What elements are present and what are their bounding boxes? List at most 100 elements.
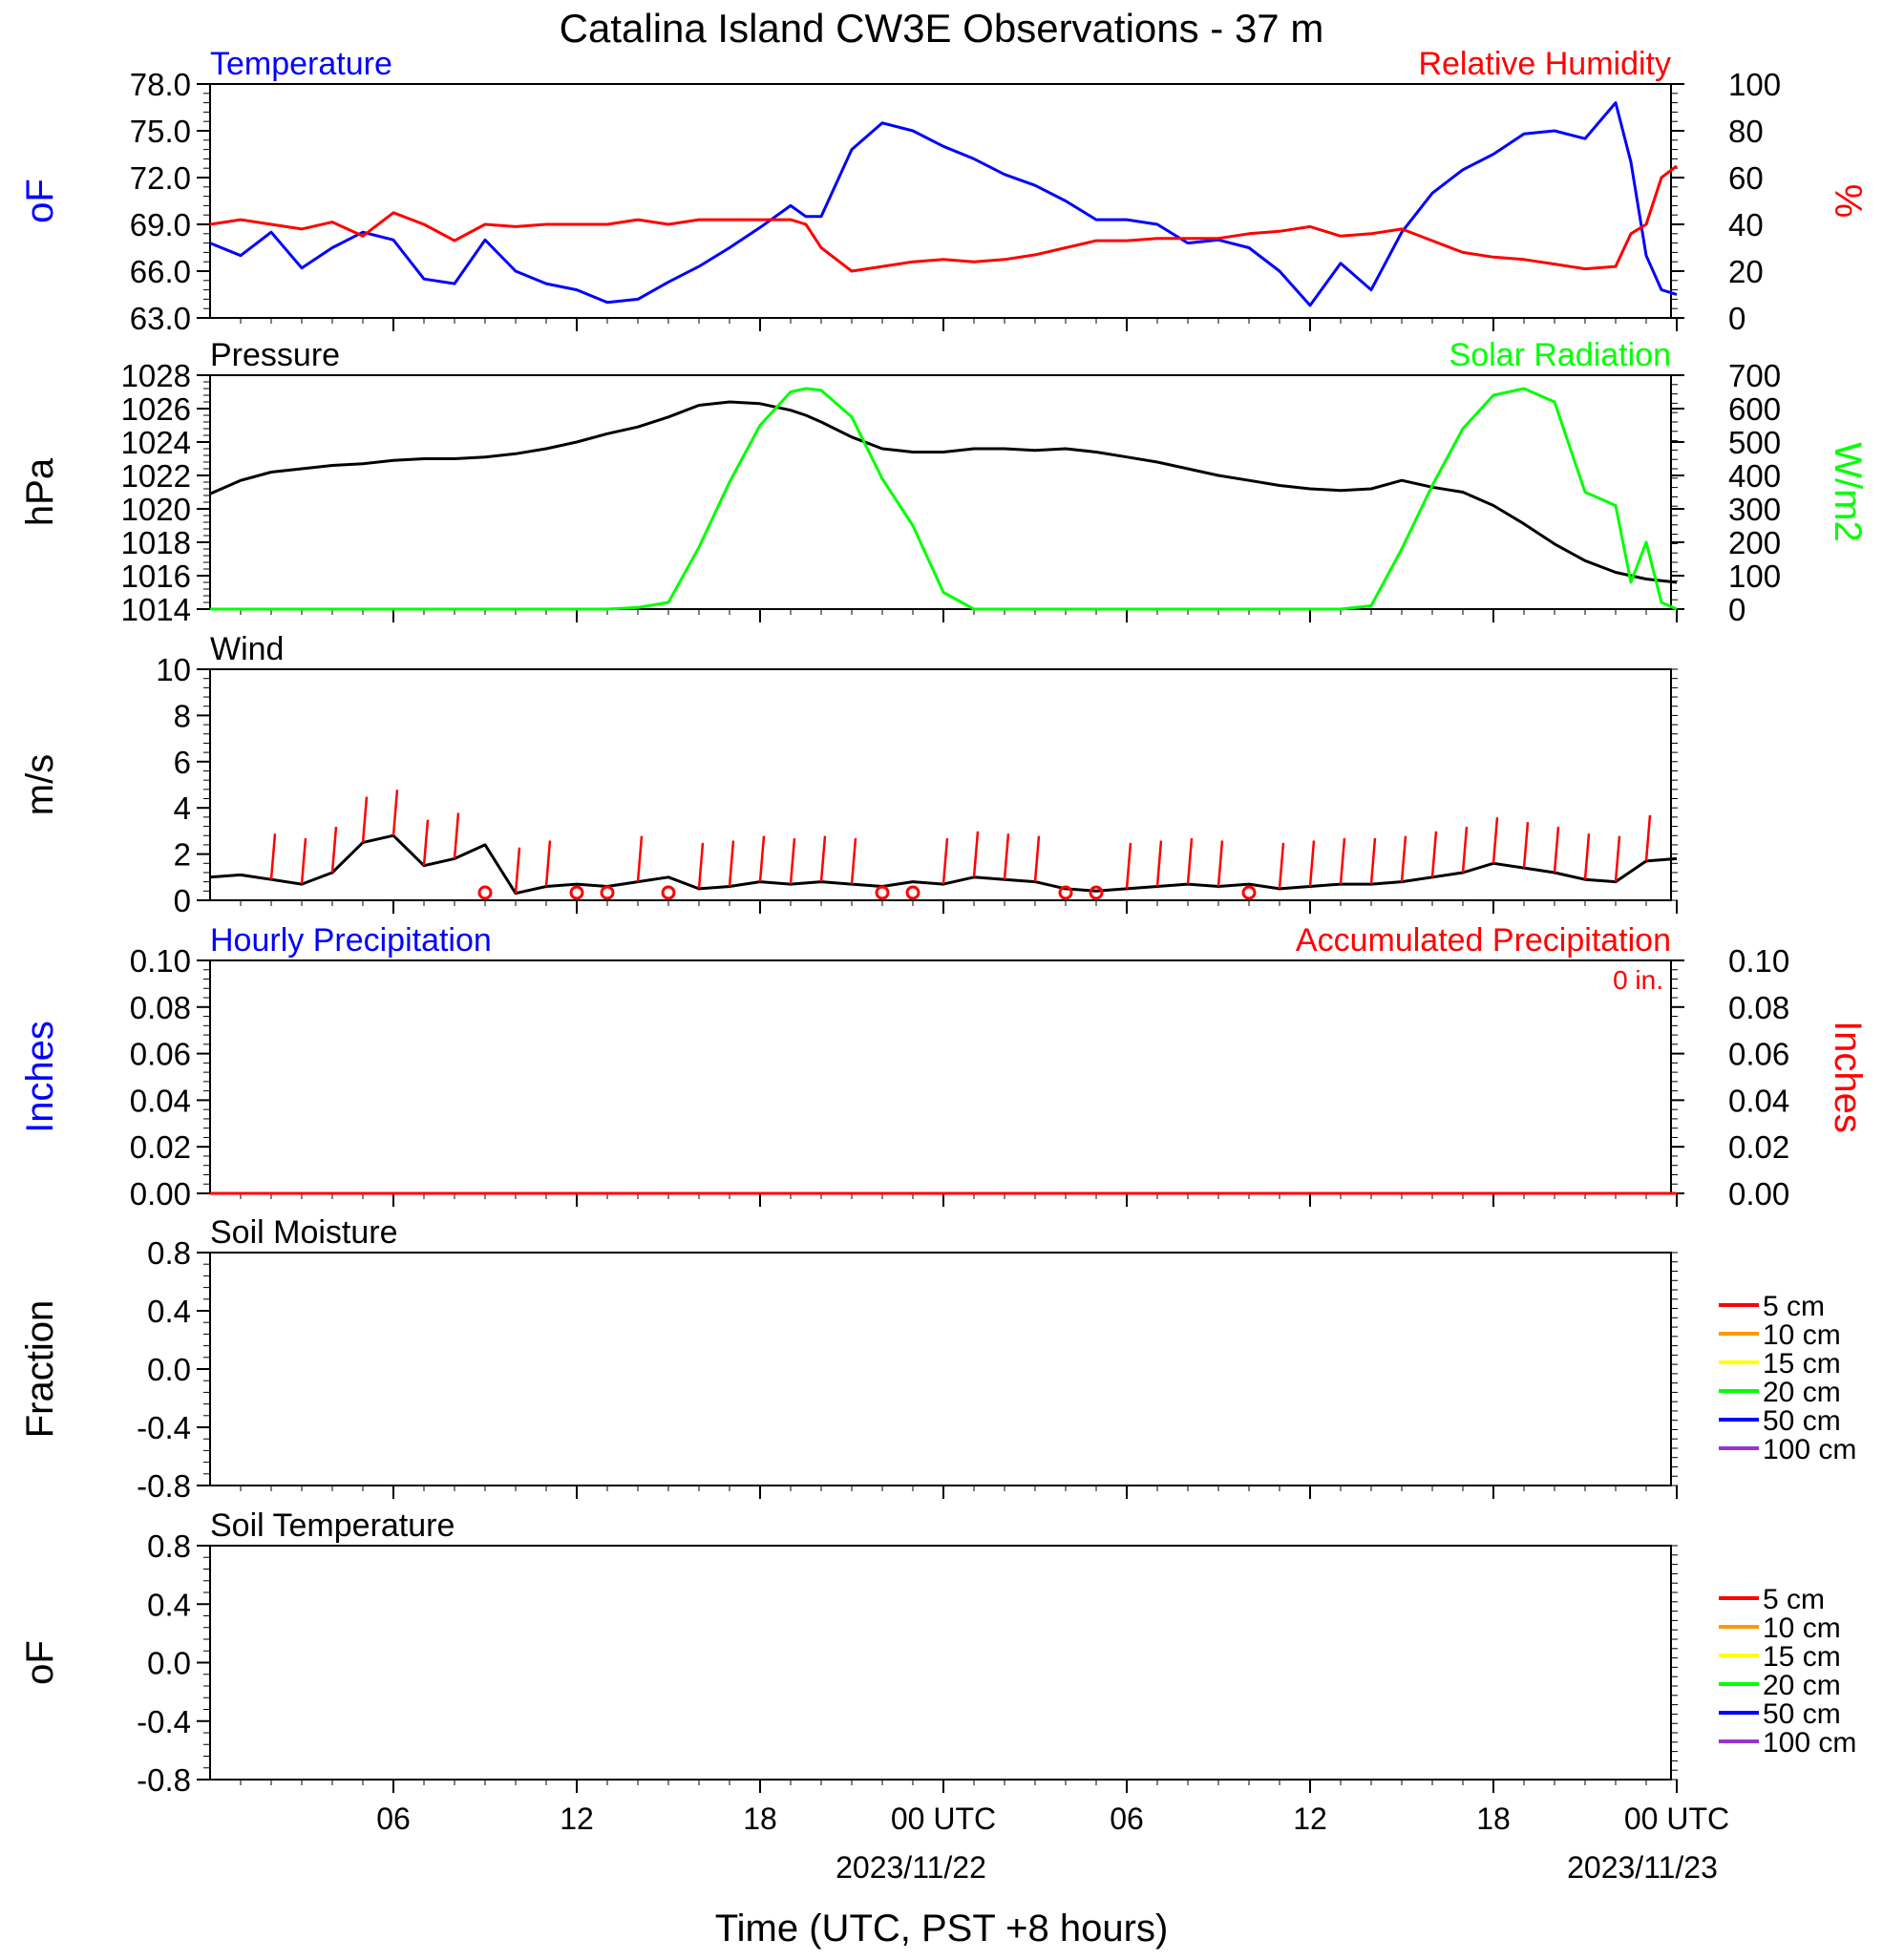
wind-barb (269, 833, 277, 880)
wind-barb (300, 837, 307, 885)
y-left-tick-label: 0.4 (147, 1587, 191, 1622)
panel-title-left: Temperature (210, 46, 392, 82)
wind-barb (1492, 817, 1499, 864)
calm-wind-marker (1089, 885, 1104, 900)
series-line-solar-radiation (210, 387, 1678, 611)
y-left-tick-label: 0 (174, 883, 191, 918)
y-right-tick-label: 0.08 (1728, 990, 1789, 1025)
y-right-tick-label: 700 (1728, 358, 1781, 393)
panel-temperature_humidity: 78.0 75.0 72.0 69.0 66.0 63.0 100 80 60 40 20 0 Temp… (19, 46, 1869, 336)
series-line-relative-humidity (209, 164, 1678, 273)
wind-barb (1003, 833, 1010, 880)
wind-barb (789, 837, 796, 885)
panel-soil_moisture: 0.8 0.4 0.0 -0.4 -0.8 Soil Moisture Fraction 5 … (19, 1214, 1856, 1504)
panel-frame (209, 1252, 1672, 1486)
y-left-tick-label: 1026 (121, 391, 191, 427)
y-left-tick-label: 1024 (121, 425, 191, 460)
y-right-tick-label: 0.06 (1728, 1037, 1789, 1072)
y-left-tick-label: 1014 (121, 592, 191, 627)
y-left-tick-label: 63.0 (130, 301, 191, 336)
panel-frame (209, 83, 1672, 319)
x-tick-label: 00 UTC (891, 1802, 996, 1836)
panel-title-left: Soil Temperature (210, 1507, 455, 1544)
y-left-tick-label: 4 (174, 790, 191, 826)
legend-label: 50 cm (1763, 1698, 1841, 1730)
wind-barb (361, 796, 369, 843)
y-axis-label-left: hPa (19, 457, 61, 526)
y-left-tick-label: 0.04 (130, 1083, 191, 1118)
panel-title-right: Accumulated Precipitation (1296, 922, 1671, 959)
legend-label: 100 cm (1763, 1727, 1856, 1759)
wind-barb (1430, 831, 1438, 877)
legend-label: 5 cm (1763, 1584, 1825, 1615)
y-axis-label-right: W/m2 (1827, 442, 1869, 541)
panel-title-left: Wind (210, 631, 284, 667)
wind-barb (453, 812, 460, 859)
y-right-tick-label: 100 (1728, 558, 1781, 594)
wind-barb (1461, 826, 1469, 874)
y-right-tick-label: 60 (1728, 160, 1764, 196)
y-right-tick-label: 80 (1728, 114, 1764, 149)
y-axis-label-left: oF (19, 179, 61, 223)
calm-wind-marker (569, 885, 584, 900)
y-left-tick-label: 6 (174, 745, 191, 780)
y-right-tick-label: 200 (1728, 525, 1781, 560)
panel-title-right: Solar Radiation (1449, 337, 1671, 373)
y-left-tick-label: 0.0 (147, 1352, 191, 1387)
y-left-tick-label: 1022 (121, 458, 191, 494)
y-left-tick-label: -0.8 (137, 1762, 191, 1798)
y-left-tick-label: 72.0 (130, 160, 191, 196)
y-left-tick-label: -0.8 (137, 1468, 191, 1504)
y-left-tick-label: 0.8 (147, 1235, 191, 1271)
y-left-tick-label: -0.4 (137, 1410, 191, 1445)
y-left-tick-label: -0.4 (137, 1704, 191, 1739)
legend-label: 10 cm (1763, 1319, 1841, 1351)
wind-barb (636, 835, 644, 882)
y-left-tick-label: 0.08 (130, 990, 191, 1025)
wind-barb (1522, 822, 1530, 869)
y-axis-label-right: % (1827, 184, 1869, 219)
wind-barb (1033, 835, 1041, 882)
y-right-tick-label: 0.00 (1728, 1176, 1789, 1212)
y-left-tick-label: 1016 (121, 558, 191, 594)
y-right-tick-label: 0.02 (1728, 1129, 1789, 1165)
y-left-tick-label: 0.10 (130, 943, 191, 979)
wind-barb (1217, 840, 1224, 887)
y-left-tick-label: 66.0 (130, 254, 191, 289)
x-date-label-1: 2023/11/22 (836, 1850, 986, 1885)
y-axis-label-left: Fraction (19, 1300, 61, 1439)
wind-barb (1400, 835, 1407, 882)
y-right-tick-label: 0 (1728, 592, 1745, 627)
legend-label: 20 cm (1763, 1670, 1841, 1701)
y-left-tick-label: 10 (156, 652, 191, 687)
series-line-pressure (209, 400, 1678, 584)
calm-wind-marker (1241, 885, 1257, 900)
wind-barb (1614, 835, 1621, 882)
wind-barb (1583, 833, 1591, 880)
y-left-tick-label: 0.02 (130, 1129, 191, 1165)
y-left-tick-label: 1020 (121, 492, 191, 527)
y-axis-label-left: Inches (19, 1021, 61, 1133)
y-right-tick-label: 100 (1728, 67, 1781, 102)
wind-barb (1369, 837, 1377, 885)
wind-barb (1155, 840, 1163, 887)
precip-annotation: 0 in. (1613, 965, 1663, 995)
panel-frame (209, 668, 1672, 901)
panel-frame (209, 1545, 1672, 1781)
legend-label: 10 cm (1763, 1612, 1841, 1644)
calm-wind-marker (875, 885, 890, 900)
y-left-tick-label: 78.0 (130, 67, 191, 102)
calm-wind-marker (600, 885, 615, 900)
panel-title-left: Soil Moisture (210, 1214, 398, 1251)
calm-wind-marker (477, 885, 493, 900)
y-left-tick-label: 1018 (121, 525, 191, 560)
wind-barb (514, 847, 521, 894)
y-right-tick-label: 600 (1728, 391, 1781, 427)
y-axis-label-left: oF (19, 1640, 61, 1685)
wind-barb (1339, 837, 1346, 885)
y-left-tick-label: 0.00 (130, 1176, 191, 1212)
y-right-tick-label: 40 (1728, 207, 1764, 242)
